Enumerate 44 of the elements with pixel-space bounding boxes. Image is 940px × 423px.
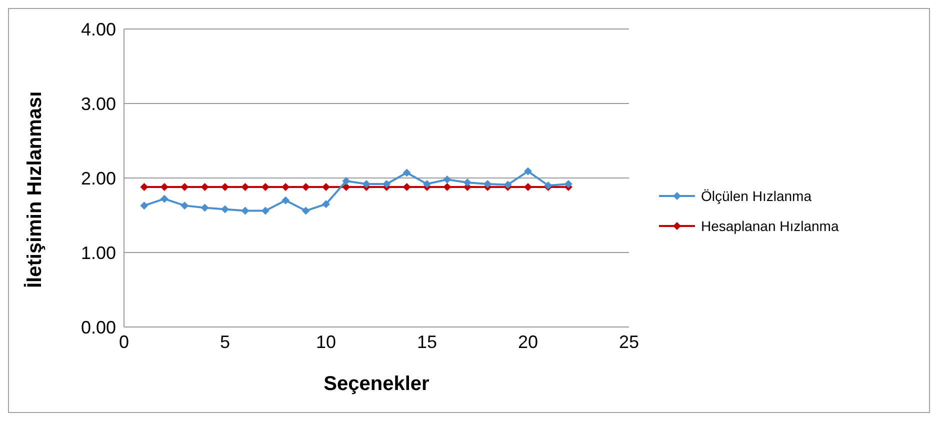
point: [241, 206, 250, 215]
point: [221, 205, 229, 214]
y-tick-label: 1.00: [80, 242, 116, 263]
point: [463, 178, 472, 186]
point: [241, 182, 250, 191]
x-tick-label: 5: [220, 332, 230, 352]
point: [221, 182, 229, 191]
legend-label: Ölçülen Hızlanma: [701, 188, 812, 204]
point: [302, 206, 310, 215]
point: [564, 180, 572, 188]
point: [180, 202, 189, 210]
point: [322, 182, 330, 191]
point: [443, 182, 452, 191]
point: [282, 196, 290, 204]
y-tick-label: 0.00: [80, 317, 116, 338]
point: [524, 182, 532, 191]
point: [524, 167, 532, 176]
point: [484, 180, 492, 188]
point: [160, 194, 168, 203]
point: [443, 175, 452, 184]
x-tick-label: 15: [416, 332, 438, 352]
x-tick-label: 10: [316, 332, 336, 352]
point: [322, 200, 330, 208]
point: [140, 202, 148, 210]
point: [402, 168, 411, 177]
point: [140, 182, 148, 191]
x-tick-label: 25: [618, 332, 640, 352]
y-tick-label: 2.00: [80, 168, 116, 188]
point: [402, 182, 411, 191]
point: [362, 180, 370, 188]
x-axis-title: Seçenekler: [324, 373, 430, 395]
point: [302, 182, 310, 191]
point: [342, 176, 350, 185]
y-tick-label: 3.00: [80, 94, 116, 114]
legend-label: Hesaplanan Hızlanma: [701, 218, 839, 234]
x-tick-label: 0: [118, 332, 130, 352]
x-tick-label: 20: [518, 332, 538, 352]
point: [382, 180, 391, 188]
point: [200, 204, 209, 212]
point: [261, 206, 270, 215]
y-tick-label: 4.00: [80, 19, 116, 40]
point: [200, 182, 209, 191]
point: [423, 180, 431, 188]
y-axis-title: İletişimin Hızlanması: [23, 91, 46, 288]
